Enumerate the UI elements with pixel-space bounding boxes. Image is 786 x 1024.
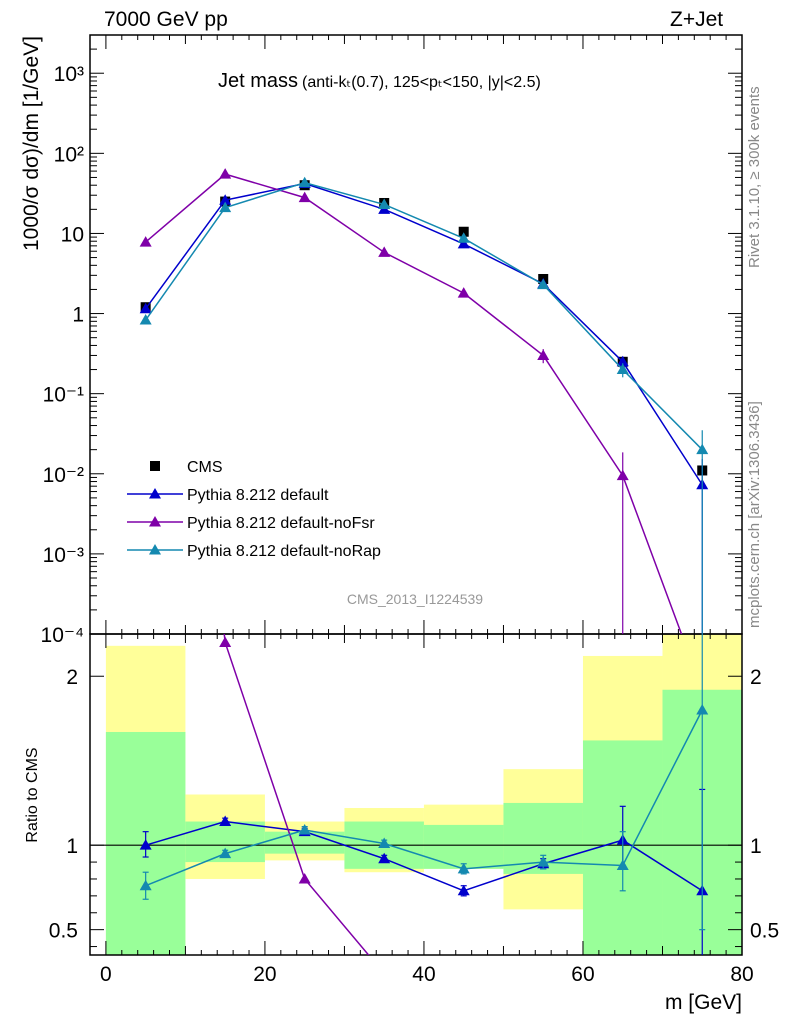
ratio-xtick-label: 60 bbox=[571, 963, 594, 986]
plot-frames bbox=[89, 34, 743, 956]
data-point bbox=[616, 355, 629, 367]
data-point bbox=[537, 278, 550, 290]
data-point bbox=[457, 232, 470, 243]
ratio-data-point bbox=[537, 856, 550, 867]
ratio-series-2 bbox=[139, 634, 709, 931]
ratio-xtick-label: 40 bbox=[412, 963, 435, 986]
main-ytick-label: 10⁻⁴ bbox=[41, 624, 84, 647]
main-ytick-label: 1 bbox=[72, 304, 84, 327]
ratio-data-point bbox=[378, 837, 391, 848]
legend-label: Pythia 8.212 default-noFsr bbox=[187, 515, 375, 532]
ratio-series bbox=[139, 634, 709, 955]
data-point bbox=[378, 198, 391, 209]
data-point bbox=[219, 194, 232, 205]
series-line bbox=[145, 181, 703, 451]
data-point bbox=[616, 363, 629, 375]
ratio-data-point bbox=[378, 852, 391, 864]
ratio-ytick-label-left: 2 bbox=[66, 666, 78, 689]
data-point bbox=[298, 191, 311, 203]
data-point bbox=[696, 443, 709, 455]
ratio-axis-ticks: 0 20 40 60 80 0.5 0.5 1 1 2 2 bbox=[49, 634, 779, 986]
data-point bbox=[219, 201, 232, 213]
data-point bbox=[537, 349, 550, 360]
header-right-label: Z+Jet bbox=[670, 8, 724, 31]
ratio-data-point bbox=[457, 862, 470, 874]
series-line bbox=[145, 182, 703, 486]
data-point bbox=[139, 314, 152, 325]
data-point bbox=[298, 176, 311, 188]
analysis-label: CMS_2013_I1224539 bbox=[347, 591, 483, 607]
ratio-data-point bbox=[457, 884, 470, 896]
ratio-xtick-label: 80 bbox=[730, 963, 753, 986]
ratio-data-point bbox=[219, 815, 232, 827]
ratio-data-point bbox=[219, 847, 232, 859]
ratio-series-1 bbox=[219, 634, 370, 955]
ratio-data-point bbox=[696, 704, 709, 715]
legend-marker bbox=[149, 516, 161, 527]
legend-label: CMS bbox=[187, 459, 223, 476]
data-point bbox=[458, 226, 469, 237]
main-axis-ticks: 10⁻⁴ 10⁻³ 10⁻² 10⁻¹ 1 10 10² 10³ bbox=[41, 34, 743, 647]
ratio-frame bbox=[89, 633, 743, 956]
ratio-data-point bbox=[139, 839, 152, 850]
header-left-label: 7000 GeV pp bbox=[104, 8, 228, 31]
data-point bbox=[457, 287, 470, 298]
series-3 bbox=[139, 176, 709, 634]
main-ytick-label: 10⁻³ bbox=[43, 544, 84, 567]
ratio-data-point bbox=[219, 636, 232, 647]
main-series bbox=[139, 168, 709, 634]
legend-marker bbox=[150, 461, 160, 471]
ratio-series-line bbox=[145, 709, 703, 887]
main-ytick-label: 10⁻¹ bbox=[43, 384, 84, 407]
legend-label: Pythia 8.212 default-noRap bbox=[187, 543, 381, 560]
main-ylabel: 1000/σ dσ)/dm [1/GeV] bbox=[20, 36, 43, 251]
ratio-data-point bbox=[616, 859, 629, 870]
ratio-data-point bbox=[298, 872, 311, 884]
chart-texts: Jet mass (anti-kₜ(0.7), 125<pₜ<150, |y|<2… bbox=[20, 36, 742, 1014]
legend-marker bbox=[149, 488, 161, 499]
ratio-ytick-label-left: 0.5 bbox=[49, 920, 78, 943]
data-point bbox=[219, 168, 232, 179]
band-green-2 bbox=[264, 831, 345, 854]
ratio-series-line bbox=[145, 820, 703, 892]
ratio-series-line bbox=[223, 634, 370, 955]
main-ytick-label: 10⁻² bbox=[43, 464, 84, 487]
series-0 bbox=[140, 180, 708, 476]
legend-label: Pythia 8.212 default bbox=[187, 487, 329, 504]
chart-title-main: Jet mass bbox=[218, 70, 298, 92]
chart-title-sub: (anti-kₜ(0.7), 125<pₜ<150, |y|<2.5) bbox=[302, 74, 541, 91]
ratio-xtick-label: 0 bbox=[100, 963, 112, 986]
data-point bbox=[139, 236, 152, 247]
ratio-xtick-label: 20 bbox=[253, 963, 276, 986]
main-ytick-label: 10 bbox=[61, 223, 84, 246]
ratio-ytick-label-right: 1 bbox=[750, 835, 762, 858]
ratio-ylabel: Ratio to CMS bbox=[24, 747, 41, 842]
ratio-bands bbox=[90, 634, 742, 955]
data-point bbox=[139, 302, 152, 314]
ratio-ytick-label-left: 1 bbox=[66, 835, 78, 858]
data-point bbox=[378, 246, 391, 257]
ratio-data-point bbox=[298, 823, 311, 835]
series-line bbox=[145, 173, 683, 634]
legend: CMS Pythia 8.212 default Pythia 8.212 defa… bbox=[127, 459, 381, 560]
ratio-ytick-label-right: 2 bbox=[750, 666, 762, 689]
main-ytick-label: 10² bbox=[54, 143, 84, 166]
ratio-ytick-label-right: 0.5 bbox=[750, 920, 779, 943]
xlabel: m [GeV] bbox=[665, 991, 742, 1014]
main-ytick-label: 10³ bbox=[54, 63, 84, 86]
series-2 bbox=[139, 168, 683, 634]
chart-title: Jet mass (anti-kₜ(0.7), 125<pₜ<150, |y|<2… bbox=[218, 70, 541, 92]
ratio-data-point bbox=[139, 879, 152, 891]
data-point bbox=[457, 237, 470, 249]
legend-marker bbox=[149, 544, 161, 555]
band-green-4 bbox=[423, 824, 504, 869]
data-point bbox=[616, 469, 629, 481]
